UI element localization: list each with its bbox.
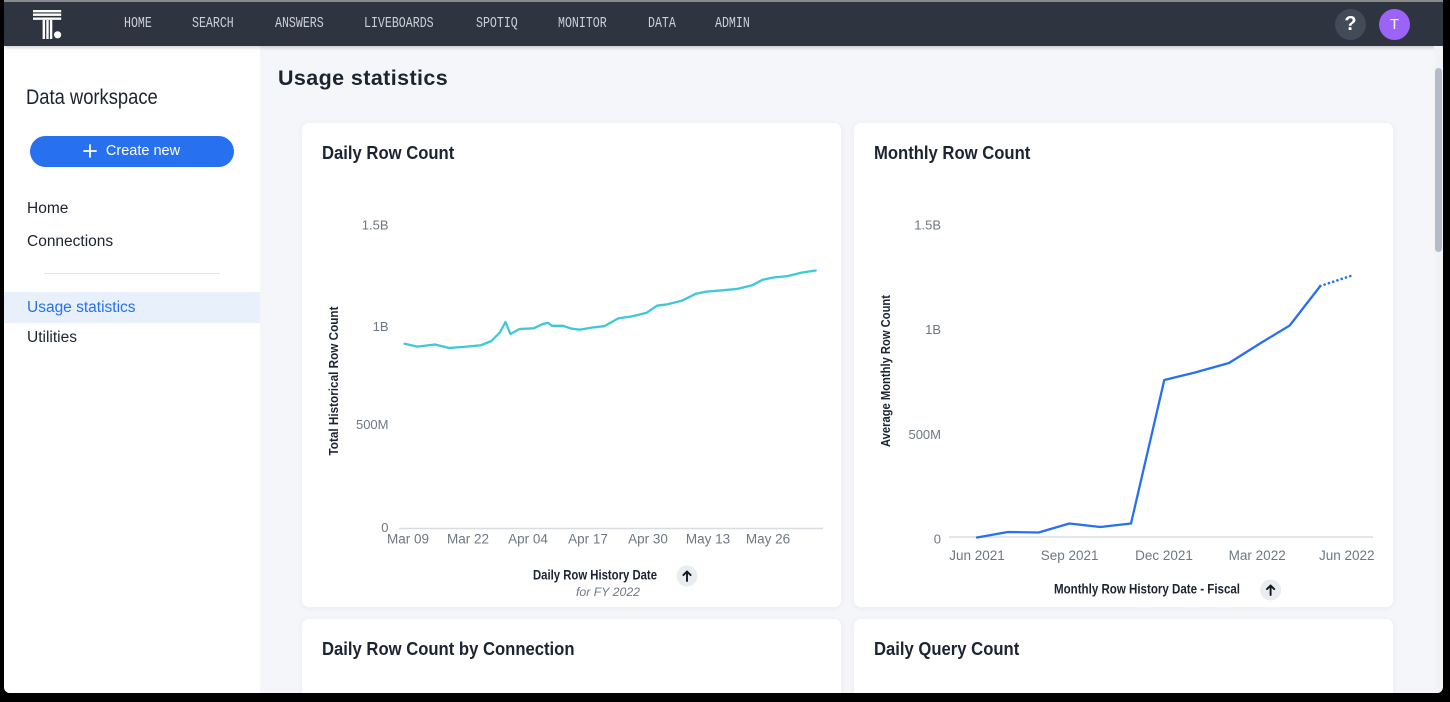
svg-text:1.5B: 1.5B: [362, 218, 389, 233]
svg-text:Total Historical Row Count: Total Historical Row Count: [326, 306, 341, 456]
svg-text:Apr 04: Apr 04: [508, 532, 548, 547]
svg-text:0: 0: [381, 520, 388, 535]
svg-text:500M: 500M: [356, 417, 389, 432]
svg-text:1B: 1B: [925, 322, 941, 337]
svg-text:Dec 2021: Dec 2021: [1135, 548, 1193, 563]
svg-text:Apr 17: Apr 17: [568, 532, 608, 547]
svg-text:Mar 2022: Mar 2022: [1229, 548, 1286, 563]
svg-text:1.5B: 1.5B: [914, 218, 941, 233]
svg-text:Jun 2021: Jun 2021: [949, 548, 1005, 563]
svg-text:1B: 1B: [373, 319, 389, 334]
svg-text:Apr 30: Apr 30: [628, 532, 668, 547]
svg-text:Daily Row History Date: Daily Row History Date: [533, 567, 657, 583]
svg-text:Mar 09: Mar 09: [387, 532, 429, 547]
svg-text:Jun 2022: Jun 2022: [1319, 548, 1375, 563]
svg-text:Monthly Row History Date - Fis: Monthly Row History Date - Fiscal: [1054, 581, 1240, 597]
svg-text:Sep 2021: Sep 2021: [1041, 548, 1099, 563]
svg-text:May 13: May 13: [686, 532, 730, 547]
svg-text:Mar 22: Mar 22: [447, 532, 489, 547]
svg-text:500M: 500M: [908, 427, 941, 442]
svg-text:for FY 2022: for FY 2022: [576, 585, 640, 599]
svg-text:May 26: May 26: [746, 532, 790, 547]
svg-text:Average Monthly Row Count: Average Monthly Row Count: [878, 294, 893, 447]
svg-text:0: 0: [934, 532, 941, 547]
